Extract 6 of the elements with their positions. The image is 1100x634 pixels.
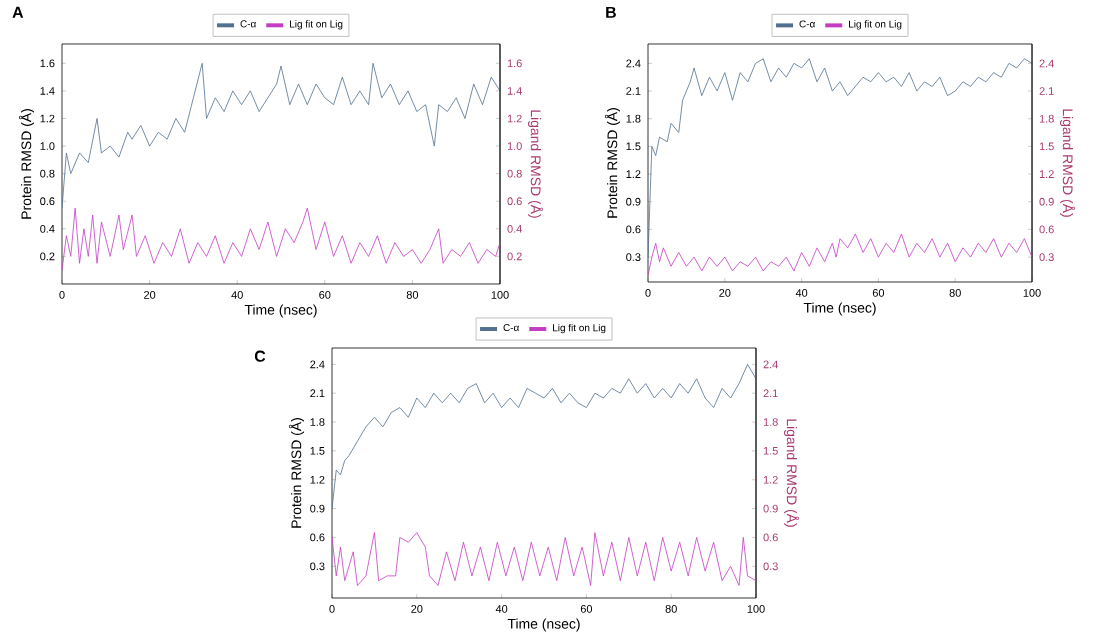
line-series	[332, 532, 757, 586]
line-series	[62, 62, 501, 209]
line-series	[62, 207, 501, 271]
line-series	[648, 233, 1033, 276]
line-series	[648, 58, 1033, 258]
line-series	[332, 363, 757, 509]
